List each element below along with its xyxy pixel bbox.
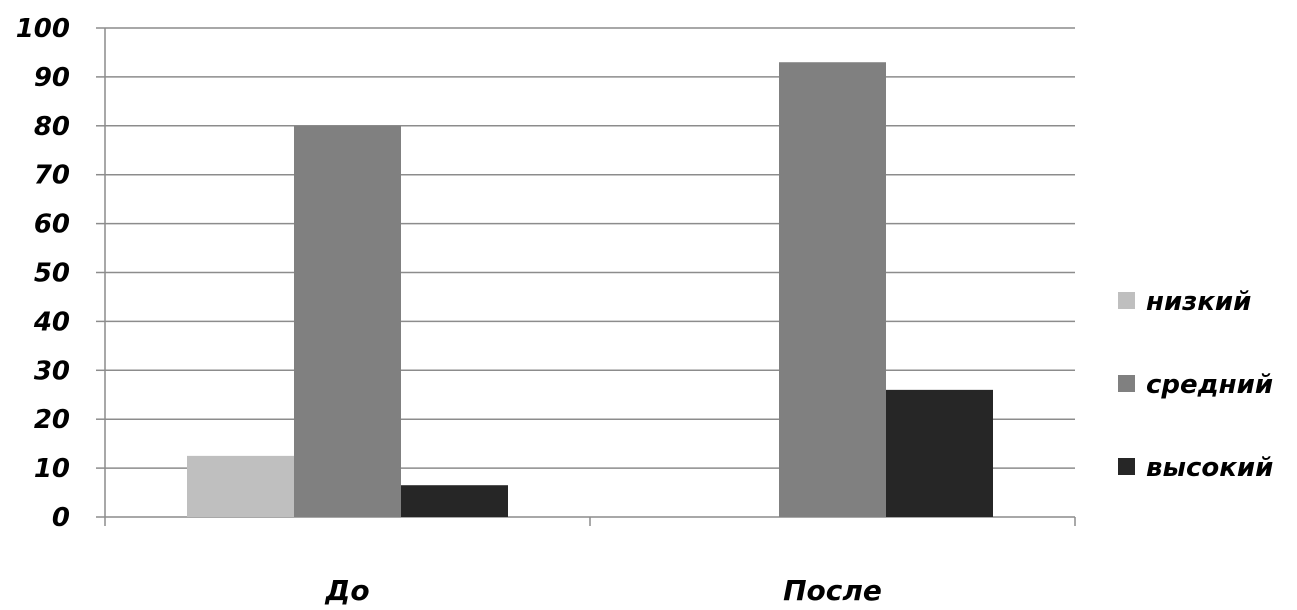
bar-высокий-После [886,389,993,517]
y-tick-label: 0 [52,503,70,533]
y-tick-label: 20 [34,405,70,435]
legend-swatch-высокий [1118,458,1135,475]
legend-swatch-средний [1118,375,1135,392]
legend-label: высокий [1146,453,1273,483]
gridlines [105,27,1075,469]
y-tick-label: 10 [34,454,70,484]
bar-низкий-До [187,455,294,517]
category-label: До [324,574,369,607]
category-labels: До После [324,574,881,607]
y-tick-label: 70 [34,161,70,191]
legend-label: средний [1146,370,1273,400]
y-tick-label: 60 [34,210,70,240]
category-label: После [783,574,882,607]
y-tick-label: 90 [34,63,70,93]
legend-label: низкий [1146,287,1251,317]
y-tick-label: 40 [33,307,70,337]
bar-средний-До [294,125,401,518]
bars [187,62,993,518]
y-tick-label: 80 [34,112,70,142]
y-tick-labels: 0 10 20 30 40 50 60 70 80 90 100 [16,14,70,533]
y-tick-label: 30 [34,356,70,386]
legend-swatch-низкий [1118,292,1135,309]
legend: низкий средний высокий [1118,287,1273,483]
bar-средний-После [779,62,886,517]
y-tick-label: 50 [34,259,70,289]
bar-высокий-До [401,485,508,517]
y-tick-label: 100 [16,14,70,44]
